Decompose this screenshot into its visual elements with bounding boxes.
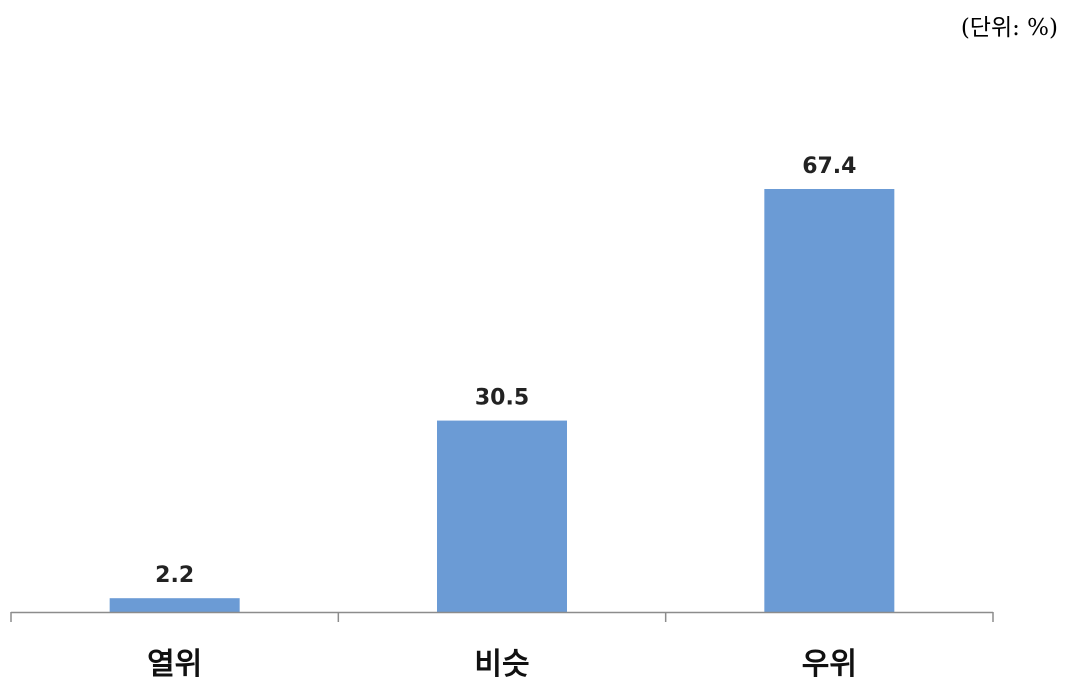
- bar-3: [764, 189, 895, 612]
- category-label-3: 우위: [802, 647, 857, 682]
- data-label-1: 2.2: [155, 563, 194, 588]
- data-label-3: 67.4: [802, 154, 856, 179]
- unit-note: (단위: %): [960, 15, 1058, 41]
- data-label-2: 30.5: [475, 386, 529, 411]
- bar-1: [109, 598, 240, 612]
- bar-2: [437, 420, 567, 612]
- category-label-1: 열위: [147, 647, 202, 682]
- category-label-2: 비슷: [474, 647, 529, 682]
